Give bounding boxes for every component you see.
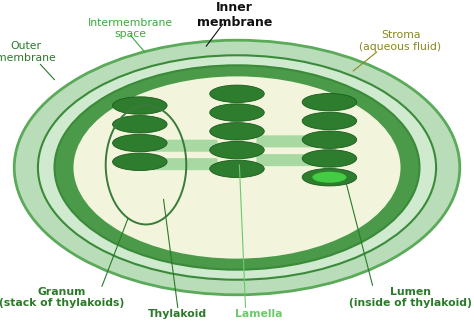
Text: Lumen
(inside of thylakoid): Lumen (inside of thylakoid) [348, 287, 472, 308]
Ellipse shape [112, 116, 167, 133]
FancyBboxPatch shape [256, 154, 317, 166]
Text: Thylakoid: Thylakoid [148, 309, 207, 319]
Ellipse shape [302, 169, 356, 186]
Ellipse shape [210, 123, 264, 140]
Ellipse shape [112, 153, 167, 171]
Ellipse shape [38, 55, 436, 280]
Ellipse shape [210, 141, 264, 159]
Ellipse shape [210, 160, 264, 178]
FancyBboxPatch shape [152, 158, 218, 170]
Text: Outer
membrane: Outer membrane [0, 41, 56, 63]
Ellipse shape [55, 65, 419, 270]
Ellipse shape [210, 85, 264, 103]
Ellipse shape [302, 112, 356, 130]
Text: Intermembrane
space: Intermembrane space [88, 18, 173, 39]
FancyBboxPatch shape [256, 135, 317, 147]
Text: Inner
membrane: Inner membrane [197, 1, 273, 29]
Text: Stroma
(aqueous fluid): Stroma (aqueous fluid) [359, 30, 442, 52]
Ellipse shape [302, 93, 356, 111]
Ellipse shape [112, 97, 167, 114]
Ellipse shape [210, 104, 264, 121]
Ellipse shape [312, 172, 346, 183]
FancyBboxPatch shape [152, 140, 218, 152]
Ellipse shape [112, 134, 167, 152]
Text: Granum
(stack of thylakoids): Granum (stack of thylakoids) [0, 287, 124, 308]
Ellipse shape [302, 150, 356, 167]
Ellipse shape [14, 40, 460, 295]
Ellipse shape [302, 131, 356, 148]
Ellipse shape [73, 76, 401, 259]
Text: Lamella: Lamella [235, 309, 282, 319]
